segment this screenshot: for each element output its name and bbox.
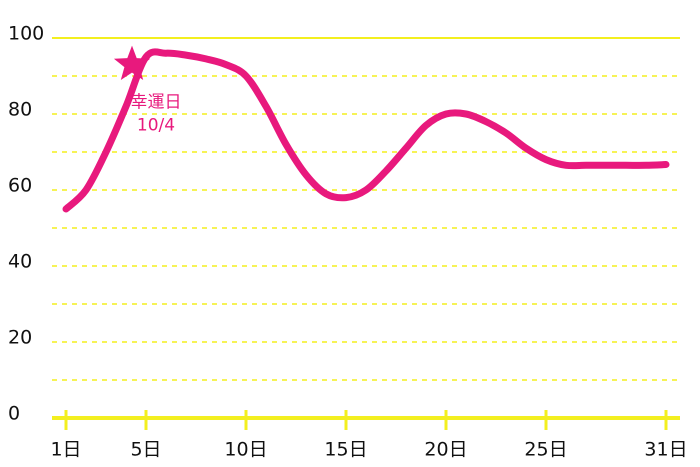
y-tick-label: 80 [8,99,32,121]
annotation-label: 幸運日 [131,93,182,113]
x-tick-label: 15日 [324,439,367,461]
y-tick-label: 20 [8,327,32,349]
y-tick-label: 40 [8,251,32,273]
star-marker [113,45,151,80]
x-tick-label: 20日 [424,439,467,461]
x-tick-label: 10日 [224,439,267,461]
x-tick-label: 25日 [524,439,567,461]
y-tick-label: 100 [8,23,44,45]
y-tick-label: 60 [8,175,32,197]
annotation-label: 10/4 [137,116,175,136]
x-tick-label: 1日 [50,439,81,461]
y-tick-label: 0 [8,403,20,425]
x-tick-label: 31日 [644,439,687,461]
data-line [62,48,670,213]
x-tick-label: 5日 [130,439,161,461]
